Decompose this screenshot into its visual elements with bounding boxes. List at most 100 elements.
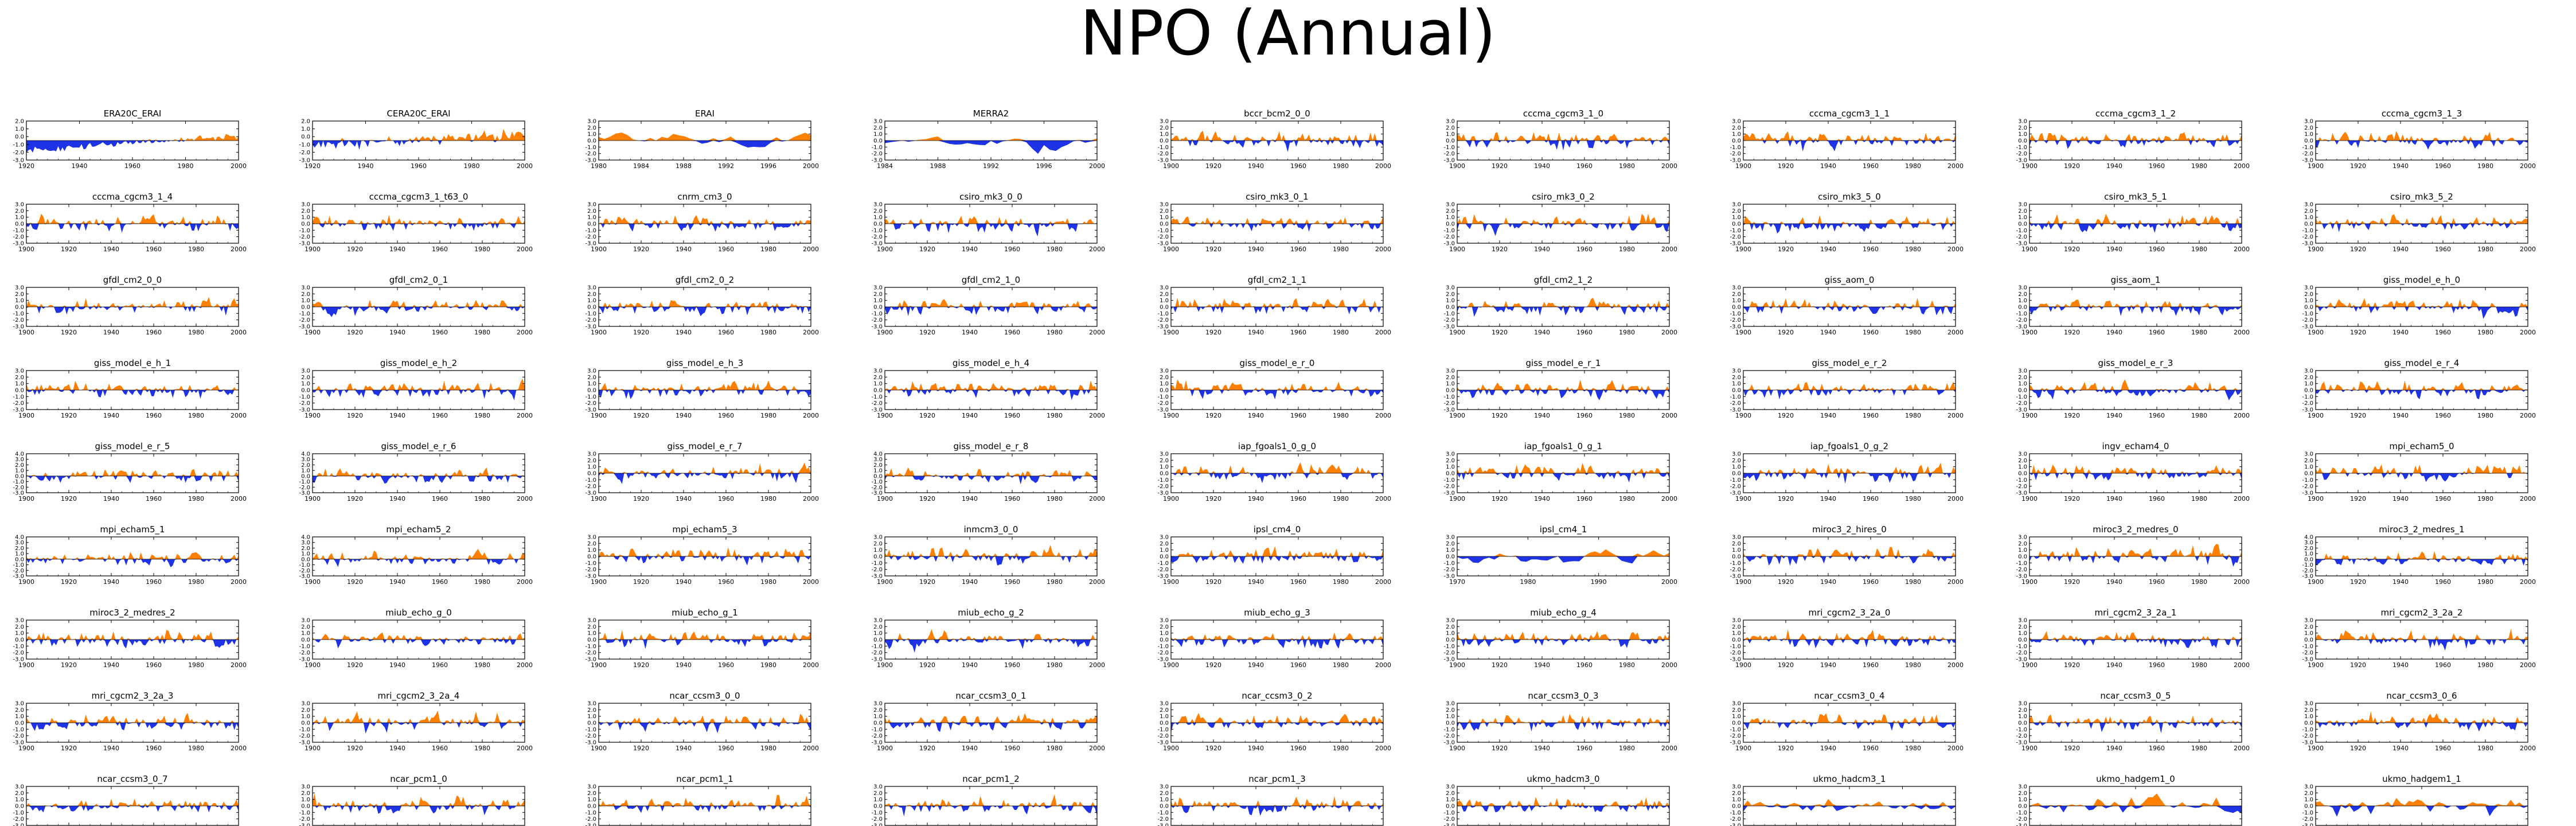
negative-anomaly-area: [1171, 723, 1383, 733]
panel-title: ncar_pcm1_0: [390, 774, 447, 785]
x-tick-label: 1920: [347, 246, 363, 253]
x-tick-label: 1960: [718, 745, 734, 752]
y-tick-label: 2.0: [301, 375, 310, 381]
x-tick-label: 1900: [877, 246, 893, 253]
y-tick-label: -3.0: [1157, 241, 1169, 247]
y-tick-label: 2.0: [1732, 291, 1741, 298]
x-tick-label: 1900: [1449, 661, 1465, 669]
x-tick-label: 1980: [1905, 412, 1921, 419]
x-tick-label: 1980: [1520, 578, 1536, 586]
y-tick-label: -2.0: [2302, 400, 2313, 407]
y-tick-label: 2.0: [2304, 458, 2313, 464]
y-tick-label: -2.0: [585, 234, 596, 240]
y-tick-label: 1.0: [1732, 547, 1741, 554]
negative-anomaly-area: [599, 806, 811, 813]
positive-anomaly-area: [1457, 462, 1669, 473]
y-tick-label: -1.0: [299, 562, 310, 568]
panel-title: mri_cgcm2_3_2a_4: [378, 691, 460, 702]
y-tick-label: -1.0: [1730, 311, 1741, 317]
y-tick-label: -3.0: [585, 241, 596, 247]
y-tick-label: 0.0: [2304, 720, 2313, 727]
x-tick-label: 1960: [1290, 745, 1306, 752]
y-tick-label: 3.0: [587, 285, 596, 291]
x-tick-label: 2000: [231, 495, 247, 502]
panel: giss_model_e_r_3 3.02.01.00.0-1.0-2.0-3.0…: [2016, 358, 2250, 419]
panel-title: giss_aom_1: [2111, 275, 2161, 286]
y-tick-label: 1.0: [301, 468, 310, 474]
y-tick-label: 0.0: [587, 138, 596, 145]
x-tick-label: 1900: [877, 412, 893, 419]
panel-title: giss_model_e_r_4: [2384, 358, 2460, 369]
y-tick-label: 3.0: [587, 368, 596, 375]
negative-anomaly-area: [2029, 640, 2242, 648]
x-tick-label: 1980: [1333, 578, 1349, 586]
y-tick-label: 2.0: [1160, 125, 1169, 131]
negative-anomaly-area: [1171, 640, 1383, 649]
panel: miroc3_2_medres_2 3.02.01.00.0-1.0-2.0-3.…: [13, 607, 247, 669]
plot-frame: [312, 536, 525, 576]
x-tick-label: 2000: [517, 246, 533, 253]
positive-anomaly-area: [1457, 213, 1669, 224]
panel-title: mri_cgcm2_3_2a_2: [2381, 607, 2463, 618]
y-tick-label: 0.0: [301, 637, 310, 644]
y-tick-label: -2.0: [13, 650, 24, 656]
y-tick-label: -3.0: [871, 241, 883, 247]
y-tick-label: 2.0: [15, 462, 24, 469]
x-tick-label: 2000: [803, 745, 819, 752]
y-tick-label: -1.0: [13, 228, 24, 234]
x-tick-label: 2000: [517, 412, 533, 419]
y-tick-label: -3.0: [2016, 407, 2027, 414]
panel: gfdl_cm2_1_2 3.02.01.00.0-1.0-2.0-3.01900…: [1443, 275, 1677, 336]
panel: bccr_bcm2_0_0 3.02.01.00.0-1.0-2.0-3.0190…: [1157, 108, 1391, 170]
y-tick-label: 2.0: [1446, 707, 1455, 714]
positive-anomaly-area: [1457, 631, 1669, 640]
y-tick-label: 1.0: [873, 714, 883, 720]
y-tick-label: -2.0: [299, 485, 310, 491]
x-tick-label: 1940: [676, 578, 692, 586]
x-tick-label: 1960: [2149, 745, 2165, 752]
y-tick-label: 2.0: [873, 208, 883, 215]
negative-anomaly-area: [1457, 141, 1669, 151]
y-tick-label: 0.0: [301, 804, 310, 810]
y-tick-label: 2.0: [2018, 707, 2027, 714]
x-tick-label: 1980: [1333, 495, 1349, 502]
y-tick-label: 0.0: [15, 804, 24, 810]
x-tick-label: 1900: [2308, 495, 2324, 502]
negative-anomaly-area: [885, 476, 1097, 485]
x-tick-label: 2000: [231, 412, 247, 419]
panel-title: csiro_mk3_0_2: [1532, 192, 1595, 202]
negative-anomaly-area: [1457, 640, 1669, 648]
y-tick-label: -2.0: [2302, 484, 2313, 490]
x-tick-label: 1980: [760, 412, 776, 419]
x-tick-label: 1940: [389, 329, 405, 336]
y-tick-label: -2.0: [1443, 234, 1455, 240]
x-tick-label: 1960: [1004, 246, 1020, 253]
x-tick-label: 1940: [2392, 162, 2409, 170]
y-tick-label: 1.0: [301, 126, 310, 133]
x-tick-label: 1980: [474, 578, 490, 586]
y-tick-label: -1.0: [299, 810, 310, 816]
y-tick-label: 4.0: [15, 535, 24, 541]
x-tick-label: 1960: [1576, 495, 1593, 502]
x-tick-label: 1900: [1163, 329, 1179, 336]
y-tick-label: -3.0: [1730, 158, 1741, 164]
panel: cccma_cgcm3_1_13.02.01.00.0-1.0-2.0-3.01…: [1730, 108, 1964, 170]
y-tick-label: -3.0: [585, 574, 596, 580]
negative-anomaly-area: [1743, 141, 1956, 152]
y-tick-label: 2.0: [587, 208, 596, 215]
panel-title: ERAI: [695, 108, 715, 119]
negative-anomaly-area: [885, 390, 1097, 400]
positive-anomaly-area: [313, 299, 525, 307]
panel: mpi_echam5_0 3.02.01.00.0-1.0-2.0-3.01900…: [2302, 441, 2536, 502]
x-tick-label: 1900: [2308, 329, 2324, 336]
x-tick-label: 2000: [803, 412, 819, 419]
y-tick-label: 3.0: [1732, 535, 1741, 541]
x-tick-label: 1960: [1576, 745, 1593, 752]
y-tick-label: -3.0: [299, 407, 310, 414]
y-tick-label: 2.0: [1160, 291, 1169, 298]
y-tick-label: 0.0: [301, 134, 310, 141]
y-tick-label: 1.0: [873, 298, 883, 304]
y-tick-label: -2.0: [585, 650, 596, 656]
x-tick-label: 1920: [1205, 162, 1221, 170]
